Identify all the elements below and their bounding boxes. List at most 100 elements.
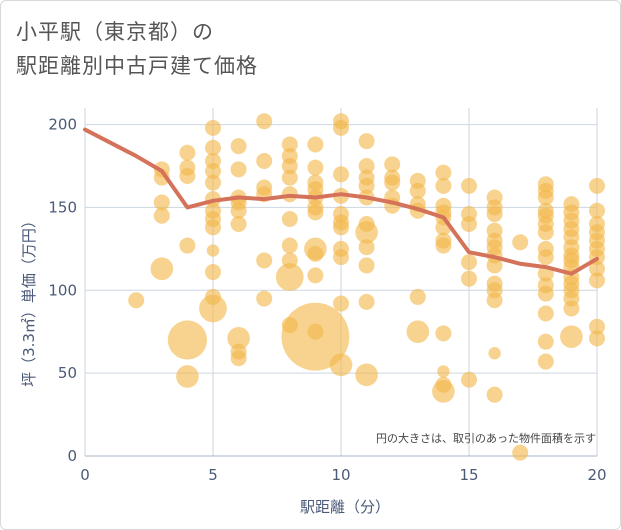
bubble-point: [512, 444, 529, 461]
bubble-point: [150, 257, 174, 281]
y-tick-label: 200: [48, 116, 77, 134]
chart-title-line2: 駅距離別中古戸建て価格: [16, 54, 258, 78]
bubble-point: [537, 249, 554, 266]
bubble-point: [461, 177, 477, 194]
bubble-point: [589, 177, 605, 194]
bubble-point: [358, 133, 375, 150]
bubble-point: [512, 234, 529, 251]
bubble-point: [199, 294, 227, 323]
bubble-point: [358, 158, 375, 174]
x-tick-label: 15: [459, 466, 478, 484]
bubble-point: [435, 325, 452, 342]
bubble-point: [560, 325, 583, 348]
bubble-point: [205, 162, 221, 179]
bubble-point: [537, 189, 554, 206]
bubble-point: [256, 153, 273, 170]
bubble-point: [307, 204, 324, 221]
y-tick-label: 0: [67, 447, 77, 465]
bubble-point: [176, 365, 199, 388]
bubble-point: [179, 144, 196, 161]
bubble-point: [537, 224, 554, 241]
bubble-point: [256, 290, 273, 307]
bubble-point: [333, 166, 349, 183]
bubble-point: [589, 260, 605, 277]
bubble-point: [358, 293, 375, 310]
bubble-point: [406, 320, 430, 344]
bubble-point: [435, 177, 452, 194]
bubble-point: [589, 202, 605, 219]
bubble-point: [256, 113, 273, 130]
bubble-point: [355, 363, 378, 387]
bubble-point: [537, 353, 554, 370]
bubble-point: [435, 164, 452, 181]
bubble-point: [230, 202, 247, 219]
bubble-point: [333, 295, 349, 312]
bubble-point: [205, 119, 221, 136]
y-tick-label: 100: [48, 281, 77, 299]
y-axis-label: 坪（3.3㎡）単価（万円）: [20, 213, 38, 387]
bubble-point: [205, 219, 221, 236]
bubble-point: [486, 292, 503, 309]
bubble-point: [435, 237, 452, 254]
bubble-point: [179, 167, 196, 184]
bubble-point: [333, 219, 349, 236]
bubble-point: [486, 257, 503, 274]
grid-lines: [84, 108, 598, 457]
bubble-point: [461, 270, 477, 287]
x-axis-label: 駅距離（分）: [300, 498, 390, 516]
chart-title-line1: 小平駅（東京都）の: [16, 20, 214, 44]
bubble-layer: [128, 113, 605, 461]
bubble-point: [307, 323, 324, 340]
bubble-point: [307, 136, 324, 153]
bubble-point: [537, 305, 554, 322]
bubble-point: [205, 139, 221, 156]
bubble-point: [167, 320, 207, 360]
bubble-point: [206, 244, 220, 257]
bubble-point: [329, 353, 353, 377]
bubble-point: [563, 300, 580, 317]
bubble-point: [153, 207, 170, 224]
bubble-point: [307, 159, 324, 176]
bubble-point: [230, 161, 247, 178]
bubble-point: [281, 136, 298, 153]
bubble-point: [307, 245, 324, 262]
bubble-point: [486, 386, 503, 403]
bubble-point: [358, 177, 375, 194]
bubble-point: [409, 182, 426, 199]
bubble-point: [153, 194, 170, 211]
average-price-line: [83, 127, 599, 276]
bubble-point: [384, 156, 401, 173]
bubble-point: [333, 249, 349, 266]
bubble-point: [230, 138, 247, 155]
bubble-point: [461, 216, 477, 232]
bubble-point: [256, 252, 273, 269]
bubble-point: [358, 239, 375, 256]
bubble-point: [205, 264, 221, 281]
average-line-layer: [83, 127, 599, 276]
bubble-point: [275, 263, 304, 291]
bubble-point: [589, 330, 605, 347]
bubble-point: [488, 347, 501, 360]
bubble-point: [432, 380, 455, 403]
bubble-point: [333, 119, 349, 136]
bubble-point: [281, 237, 298, 254]
bubble-point: [537, 285, 554, 302]
bubble-point: [461, 371, 477, 388]
bubble-point: [358, 257, 375, 274]
bubble-point: [437, 365, 450, 378]
x-tick-label: 20: [587, 466, 606, 484]
x-tick-label: 10: [331, 466, 350, 484]
bubble-point: [230, 350, 247, 367]
bubble-point: [205, 174, 221, 191]
bubble-point: [461, 254, 477, 271]
y-tick-label: 150: [48, 198, 77, 216]
bubble-point: [179, 237, 196, 254]
bubble-point: [128, 292, 145, 309]
bubble-point: [227, 327, 250, 350]
bubble-point: [486, 206, 503, 223]
x-tick-label: 5: [208, 466, 218, 484]
bubble-point: [355, 220, 378, 244]
bubble-point: [281, 169, 298, 186]
